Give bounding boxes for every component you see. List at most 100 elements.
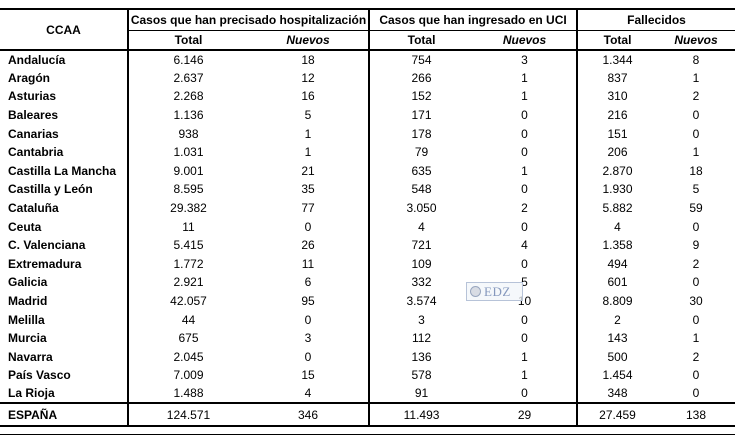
- region-name: Canarias: [8, 126, 59, 141]
- value-cell: 0: [521, 331, 528, 346]
- value-cell: 29.382: [127, 198, 248, 218]
- group-header-hospitalizacion: Casos que han precisado hospitalización: [126, 9, 370, 31]
- region-name: Navarra: [8, 349, 53, 364]
- value-cell: 721: [368, 235, 474, 255]
- value-cell: 109: [368, 254, 474, 274]
- value-cell: 3.574: [368, 291, 474, 311]
- value-cell: 2.045: [127, 347, 248, 367]
- region-name: Castilla y León: [8, 182, 93, 197]
- value-cell: 0: [692, 126, 700, 141]
- region-name: Andalucía: [8, 52, 66, 67]
- total-hosp-nuevos-cell: 346: [248, 402, 370, 428]
- value-cell: 5: [521, 275, 528, 290]
- column-header-hosp-total: Total: [127, 30, 248, 51]
- region-name: Cataluña: [8, 201, 59, 216]
- value-cell: 9.001: [127, 161, 248, 181]
- ccaa-statistics-table: CCAA Casos que han precisado hospitaliza…: [0, 8, 735, 428]
- value-cell: 0: [304, 312, 312, 327]
- value-cell: 0: [521, 219, 528, 234]
- table-body: Andalucía 6.146 18 754 3 1.344 8 Aragón 2.637 12 2…: [0, 50, 735, 404]
- total-row-label: ESPAÑA: [0, 402, 128, 428]
- value-cell: 310: [576, 87, 658, 106]
- watermark-label: EDZ: [484, 284, 511, 299]
- value-cell: 42.057: [127, 291, 248, 311]
- value-cell: 1.772: [127, 254, 248, 274]
- value-cell: 3: [521, 52, 528, 67]
- value-cell: 3: [368, 310, 474, 329]
- total-uci-total-cell: 11.493: [368, 402, 474, 428]
- value-cell: 4: [368, 217, 474, 236]
- value-cell: 9: [692, 238, 700, 253]
- value-cell: 2: [692, 256, 700, 271]
- value-cell: 2.268: [127, 87, 248, 106]
- value-cell: 0: [521, 145, 528, 160]
- value-cell: 837: [576, 68, 658, 88]
- column-header-fallecidos-nuevos: Nuevos: [657, 30, 735, 51]
- value-cell: 0: [692, 368, 700, 383]
- column-header-uci-total: Total: [368, 30, 474, 51]
- value-cell: 11: [127, 217, 248, 236]
- value-cell: 0: [692, 275, 700, 290]
- value-cell: 3: [304, 331, 312, 346]
- value-cell: 3.050: [368, 198, 474, 218]
- region-name: La Rioja: [8, 386, 55, 401]
- value-cell: 0: [521, 126, 528, 141]
- value-cell: 1: [692, 70, 700, 85]
- value-cell: 494: [576, 254, 658, 274]
- table-row: Ceuta 11 0 4 0 4 0: [0, 217, 735, 236]
- total-hosp-total-cell: 124.571: [127, 402, 248, 428]
- value-cell: 5: [304, 108, 312, 123]
- value-cell: 21: [301, 163, 315, 178]
- value-cell: 1.358: [576, 235, 658, 255]
- table-row: Aragón 2.637 12 266 1 837 1: [0, 68, 735, 88]
- value-cell: 4: [576, 217, 658, 236]
- value-cell: 216: [576, 105, 658, 125]
- value-cell: 5.882: [576, 198, 658, 218]
- value-cell: 1.136: [127, 105, 248, 125]
- column-header-fallecidos-total: Total: [576, 30, 658, 51]
- table-row: Canarias 938 1 178 0 151 0: [0, 124, 735, 143]
- value-cell: 152: [368, 87, 474, 106]
- value-cell: 30: [689, 294, 703, 309]
- value-cell: 754: [368, 50, 474, 69]
- value-cell: 1.031: [127, 142, 248, 162]
- value-cell: 6: [304, 275, 312, 290]
- value-cell: 26: [301, 238, 315, 253]
- value-cell: 635: [368, 161, 474, 181]
- table-row: Asturias 2.268 16 152 1 310 2: [0, 87, 735, 106]
- value-cell: 6.146: [127, 50, 248, 69]
- value-cell: 1: [521, 70, 528, 85]
- value-cell: 0: [692, 312, 700, 327]
- value-cell: 4: [521, 238, 528, 253]
- value-cell: 1: [692, 331, 700, 346]
- table-row: Navarra 2.045 0 136 1 500 2: [0, 347, 735, 367]
- region-name: Baleares: [8, 108, 59, 123]
- value-cell: 1.454: [576, 366, 658, 385]
- value-cell: 1: [304, 145, 312, 160]
- region-name: Castilla La Mancha: [8, 163, 117, 178]
- value-cell: 18: [301, 52, 315, 67]
- total-row: ESPAÑA 124.571 346 11.493 29 27.459 138: [0, 402, 735, 428]
- value-cell: 12: [301, 70, 315, 85]
- value-cell: 178: [368, 124, 474, 143]
- value-cell: 1: [521, 163, 528, 178]
- value-cell: 0: [692, 108, 700, 123]
- value-cell: 0: [304, 219, 312, 234]
- value-cell: 4: [304, 386, 312, 401]
- value-cell: 95: [301, 294, 315, 309]
- column-header-uci-nuevos: Nuevos: [473, 30, 578, 51]
- value-cell: 2: [692, 349, 700, 364]
- region-name: C. Valenciana: [8, 238, 86, 253]
- value-cell: 8.809: [576, 291, 658, 311]
- table-row: Baleares 1.136 5 171 0 216 0: [0, 105, 735, 125]
- value-cell: 0: [692, 219, 700, 234]
- column-header-hosp-nuevos: Nuevos: [248, 30, 370, 51]
- value-cell: 348: [576, 384, 658, 404]
- value-cell: 266: [368, 68, 474, 88]
- value-cell: 11: [301, 256, 315, 271]
- value-cell: 206: [576, 142, 658, 162]
- value-cell: 18: [689, 163, 703, 178]
- value-cell: 143: [576, 328, 658, 348]
- edz-watermark: EDZ: [466, 282, 523, 301]
- value-cell: 0: [521, 256, 528, 271]
